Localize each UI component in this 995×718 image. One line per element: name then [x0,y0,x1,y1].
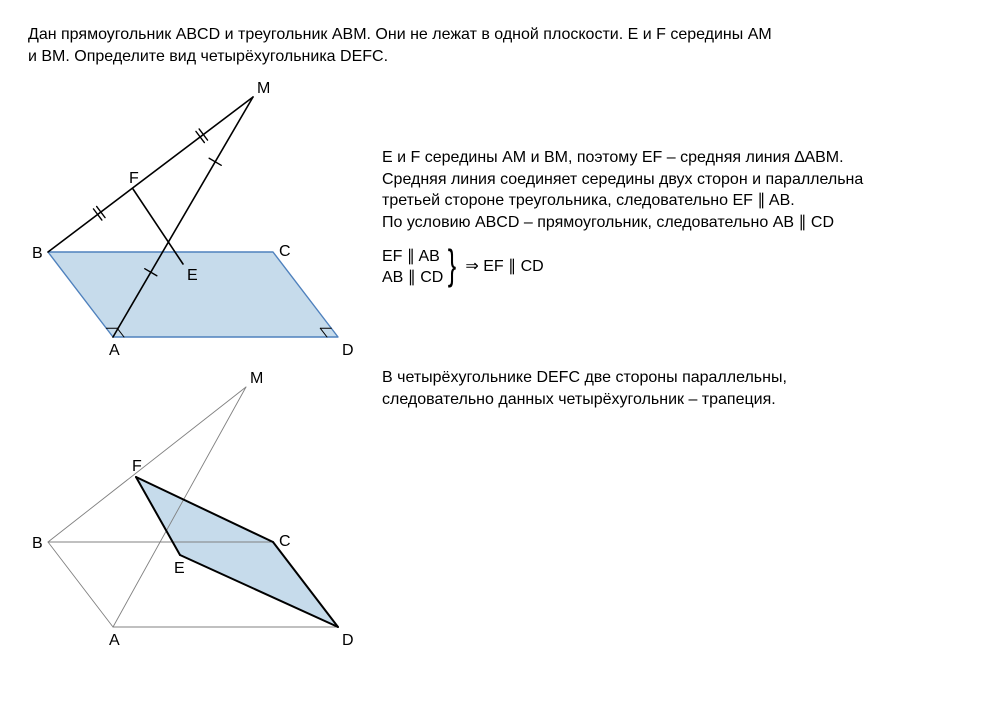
sol-p2-l2: следовательно данных четырёхугольник – т… [382,391,776,408]
figure-bottom-container: A B C D M E F [28,367,358,657]
svg-text:F: F [132,458,142,475]
svg-text:E: E [174,560,185,577]
implication-block: EF ∥ AB AB ∥ CD } ⇒ EF ∥ CD [382,246,967,289]
imp-conclusion: ⇒ EF ∥ CD [465,256,543,278]
svg-text:D: D [342,342,354,359]
figure-bottom: A B C D M E F [28,367,358,657]
sol-p1-l3: третьей стороне треугольника, следовател… [382,192,795,209]
solution-paragraph-1: E и F середины AM и BM, поэтому EF – сре… [382,147,967,233]
svg-text:F: F [129,170,139,187]
imp-prem1: EF ∥ AB [382,246,443,268]
svg-text:E: E [187,267,198,284]
problem-statement: Дан прямоугольник ABCD и треугольник ABM… [28,24,967,67]
sol-p1-l4: По условию ABCD – прямоугольник, следова… [382,214,834,231]
implication-premises: EF ∥ AB AB ∥ CD [382,246,443,289]
sol-p1-l2: Средняя линия соединяет середины двух ст… [382,171,863,188]
svg-text:M: M [257,80,270,97]
imp-prem2: AB ∥ CD [382,267,443,289]
figure-top-container: A B C D M E F [28,77,358,367]
svg-text:D: D [342,632,354,649]
problem-line1: Дан прямоугольник ABCD и треугольник ABM… [28,26,772,43]
svg-text:C: C [279,533,291,550]
svg-text:A: A [109,632,120,649]
sol-p2-l1: В четырёхугольнике DEFC две стороны пара… [382,369,787,386]
sol-p1-l1: E и F середины AM и BM, поэтому EF – сре… [382,149,844,166]
svg-text:C: C [279,243,291,260]
svg-text:M: M [250,370,263,387]
problem-line2: и BM. Определите вид четырёхугольника DE… [28,48,388,65]
svg-text:A: A [109,342,120,359]
svg-text:B: B [32,535,43,552]
svg-text:B: B [32,245,43,262]
brace-icon: } [448,244,456,286]
figure-top: A B C D M E F [28,77,358,367]
solution-paragraph-2: В четырёхугольнике DEFC две стороны пара… [382,367,967,410]
